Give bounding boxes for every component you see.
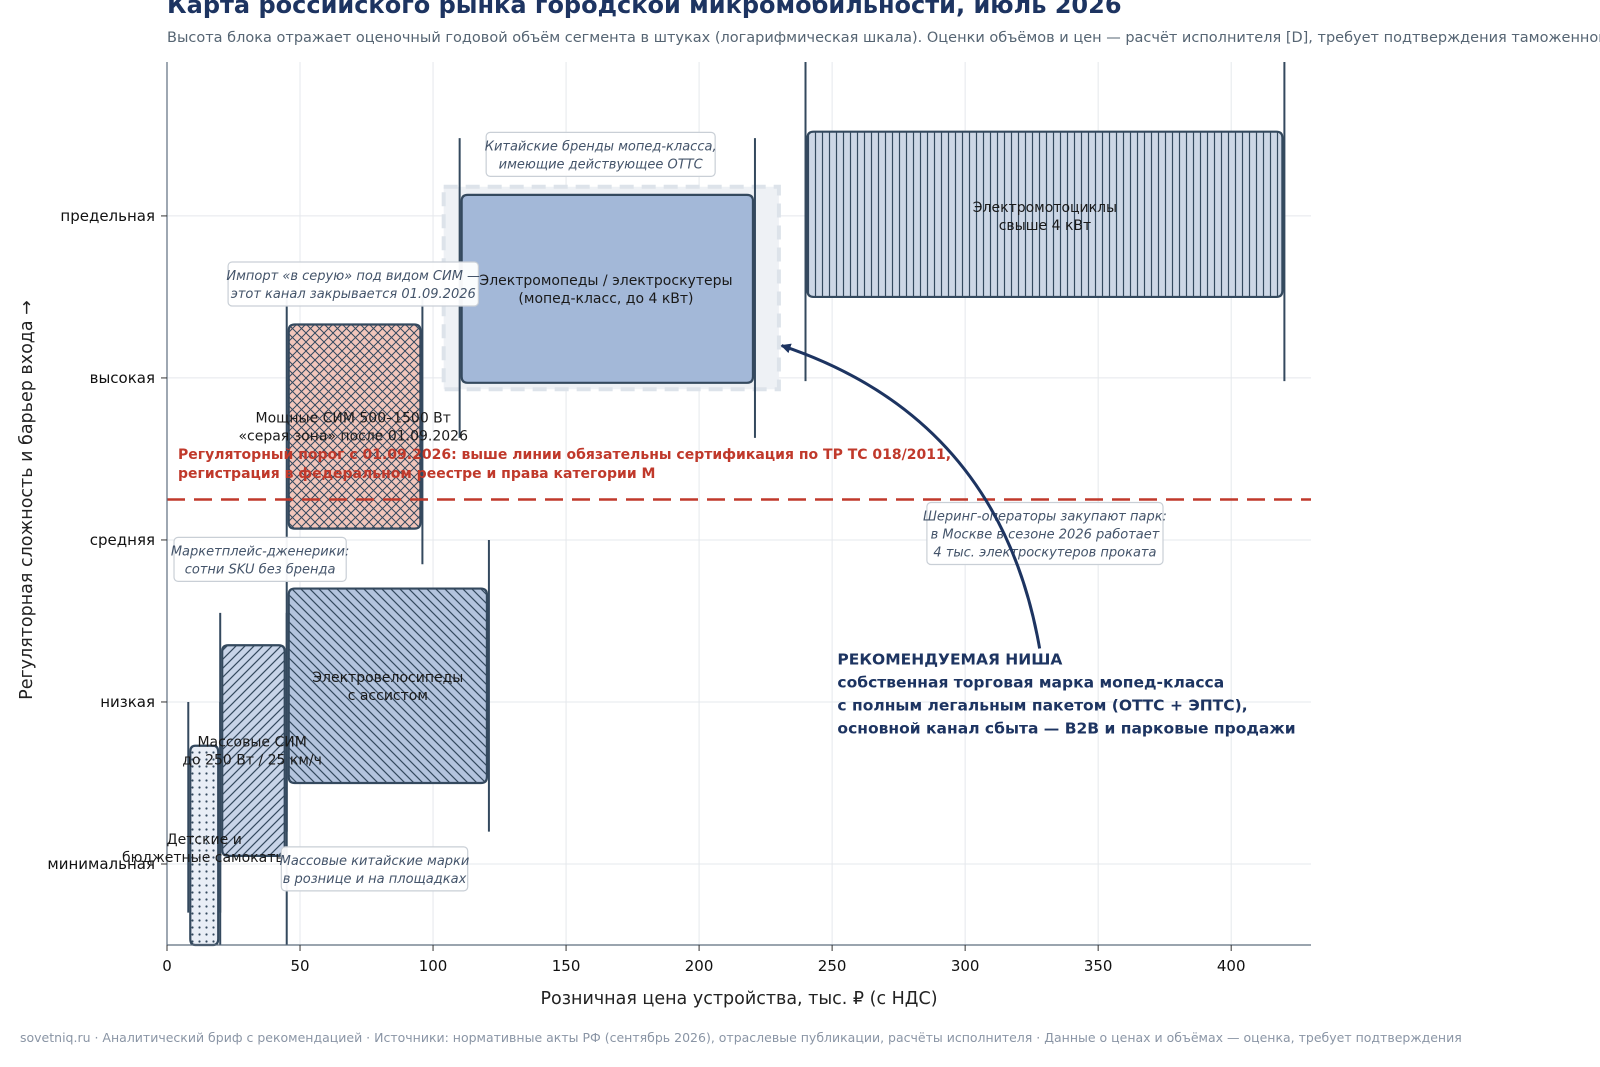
callout-text: Импорт «в серую» под видом СИМ — bbox=[226, 269, 480, 284]
callout-text: в рознице и на площадках bbox=[283, 872, 467, 887]
callout-text: Шеринг-операторы закупают парк: bbox=[923, 509, 1167, 524]
x-tick-label: 400 bbox=[1217, 957, 1246, 975]
segment-label: Электромопеды / электроскутеры bbox=[479, 273, 732, 289]
segment-box-hatch bbox=[222, 645, 285, 856]
x-tick-label: 0 bbox=[162, 957, 172, 975]
segment-label: Массовые СИМ bbox=[197, 735, 306, 751]
x-tick-label: 150 bbox=[552, 957, 581, 975]
y-tick-label: средняя bbox=[90, 531, 155, 549]
recommendation-text: с полным легальным пакетом (ОТТС + ЭПТС)… bbox=[837, 697, 1247, 715]
segment-box-hatch bbox=[190, 745, 219, 945]
chart-subtitle: Высота блока отражает оценочный годовой … bbox=[167, 30, 1600, 46]
recommendation-arrow bbox=[780, 343, 1042, 649]
x-tick-label: 350 bbox=[1084, 957, 1113, 975]
regulatory-threshold: Регуляторный порог с 01.09.2026: выше ли… bbox=[167, 447, 1311, 501]
chart-title: Карта российского рынка городской микром… bbox=[167, 0, 1122, 19]
x-tick-label: 250 bbox=[818, 957, 847, 975]
segment-label: до 250 Вт / 25 км/ч bbox=[182, 753, 322, 769]
segment-label: бюджетные самокаты bbox=[122, 850, 286, 866]
callout-box bbox=[485, 131, 716, 177]
regulatory-threshold-text: Регуляторный порог с 01.09.2026: выше ли… bbox=[178, 447, 951, 463]
segment-box-hatch bbox=[807, 131, 1283, 297]
callout-text: этот канал закрывается 01.09.2026 bbox=[231, 287, 476, 302]
segment-labels: Детские и бюджетные самокаты Массовые СИМ д… bbox=[122, 200, 1117, 866]
callout-text: 4 тыс. электроскутеров прокатa bbox=[933, 545, 1156, 560]
callout-text: Китайские бренды мопед-класса, bbox=[485, 139, 717, 154]
x-tick-label: 100 bbox=[419, 957, 448, 975]
callout-text: Маркетплейс-дженерики: bbox=[171, 544, 350, 559]
segment-box-outline bbox=[460, 193, 755, 384]
callout-text: Массовые китайские марки bbox=[280, 854, 470, 869]
segment-box-hatch bbox=[288, 588, 487, 783]
callout-box bbox=[926, 501, 1164, 566]
axes: 0 50 100 150 200 250 300 350 400 минимальная низка… bbox=[47, 62, 1311, 975]
callout-box bbox=[173, 536, 347, 582]
segment-box-outline bbox=[287, 323, 422, 530]
segment-label: «серая зона» после 01.09.2026 bbox=[238, 429, 468, 445]
annotations: Китайские бренды мопед-класса, имеющие де… bbox=[171, 131, 1296, 892]
y-tick-label: минимальная bbox=[47, 855, 155, 873]
recommendation-text: собственная торговая марка мопед-класса bbox=[837, 674, 1224, 692]
segment-boxes bbox=[189, 130, 1284, 947]
segment-label: Электромотоциклы bbox=[973, 200, 1117, 216]
segment-box-outline bbox=[221, 644, 286, 857]
segment-box-outline bbox=[287, 587, 489, 785]
segment-box-fill bbox=[461, 194, 753, 383]
callout-box bbox=[227, 261, 479, 307]
y-axis-label: Регуляторная сложность и барьер входа → bbox=[17, 300, 37, 700]
segment-label: (мопед-класс, до 4 кВт) bbox=[518, 291, 693, 307]
segment-label: Мощные СИМ 500–1500 Вт bbox=[256, 411, 451, 427]
recommendation-text: РЕКОМЕНДУЕМАЯ НИША bbox=[837, 651, 1062, 669]
x-axis-label: Розничная цена устройства, тыс. ₽ (с НДС… bbox=[540, 989, 937, 1009]
segment-label: с ассистом bbox=[348, 688, 428, 704]
x-tick-label: 300 bbox=[951, 957, 980, 975]
callout-text: в Москве в сезоне 2026 работает bbox=[931, 527, 1160, 542]
segment-label: Электровелосипеды bbox=[312, 670, 463, 686]
segment-label: свыше 4 кВт bbox=[999, 218, 1091, 234]
callout-box bbox=[280, 846, 469, 892]
x-tick-label: 50 bbox=[290, 957, 309, 975]
y-tick-label: низкая bbox=[100, 693, 155, 711]
regulatory-threshold-text: регистрация в федеральном реестре и прав… bbox=[178, 466, 655, 482]
y-tick-label: предельная bbox=[60, 207, 155, 225]
callout-text: имеющие действующее ОТТС bbox=[499, 157, 704, 172]
callout-text: сотни SKU без бренда bbox=[185, 562, 336, 577]
segment-label: Детские и bbox=[167, 832, 242, 848]
footer-source-note: sovetniq.ru · Аналитический бриф с реком… bbox=[20, 1030, 1462, 1045]
segment-box-outline bbox=[806, 130, 1284, 299]
x-tick-label: 200 bbox=[685, 957, 714, 975]
recommendation-text: основной канал сбыта — B2B и парковые пр… bbox=[837, 720, 1295, 738]
y-tick-label: высокая bbox=[90, 369, 155, 387]
segment-box-hatch bbox=[288, 324, 421, 529]
